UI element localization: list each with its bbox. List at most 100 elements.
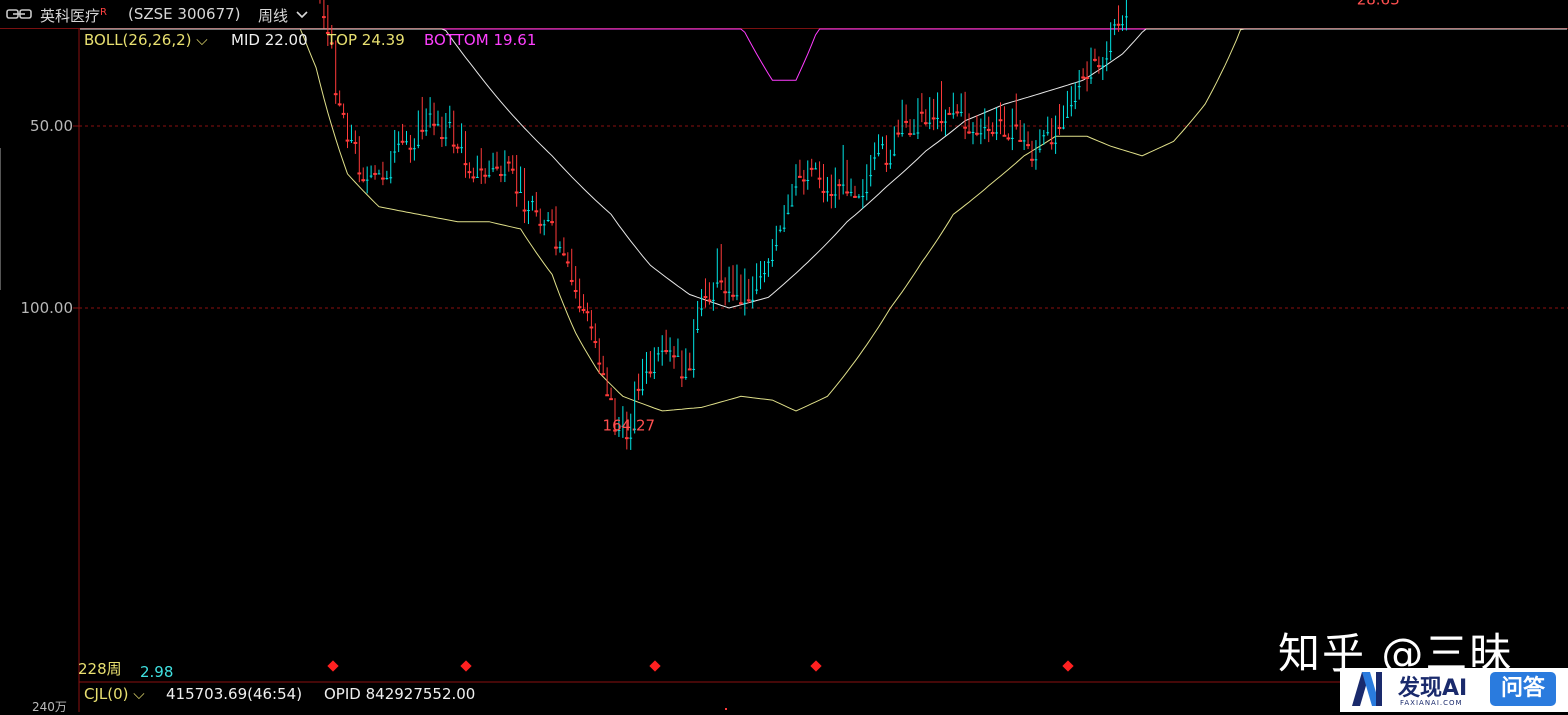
candle-up [514, 191, 519, 194]
candle-down [700, 308, 703, 310]
candle-down [770, 259, 774, 261]
candle-down [389, 177, 393, 179]
indicator-selector[interactable]: BOLL(26,26,2) ⌵ [84, 31, 208, 49]
candle-down [778, 229, 782, 231]
candle-up [341, 112, 346, 115]
candle-down [786, 212, 790, 214]
candle-down [696, 329, 699, 331]
candle-up [975, 132, 979, 135]
signal-marker [810, 660, 822, 672]
candle-up [919, 111, 924, 114]
candle-up [723, 291, 728, 294]
candle-down [826, 191, 829, 193]
candle-down [629, 437, 633, 439]
candle-down [668, 350, 672, 352]
candle-down [475, 176, 479, 178]
chevron-down-icon[interactable] [296, 11, 308, 19]
candle-up [463, 163, 468, 166]
local-high-label: 28.63 [1357, 0, 1400, 9]
chevron-down-icon[interactable]: ⌵ [191, 31, 208, 49]
candle-down [857, 196, 861, 198]
candle-down [735, 295, 739, 297]
candle-up [1002, 134, 1007, 137]
candle-down [1125, 16, 1128, 18]
candle-up [357, 172, 362, 175]
link-icon[interactable] [6, 8, 32, 20]
candle-up [333, 93, 338, 96]
candle-down [881, 144, 884, 146]
candle-up [931, 117, 936, 120]
sub-indicator-selector[interactable]: CJL(0) ⌵ [84, 685, 145, 703]
candle-down [1069, 105, 1073, 107]
ai-logo-icon [1352, 672, 1382, 706]
candle-down [833, 194, 837, 196]
candle-down [350, 140, 353, 142]
candle-down [1038, 148, 1042, 150]
title-bar: 英科医疗R (SZSE 300677) 周线 [0, 0, 1568, 29]
candle-up [1049, 142, 1054, 145]
candle-down [652, 372, 656, 374]
candle-down [684, 376, 688, 378]
candle-down [1113, 24, 1116, 26]
candle-up [400, 140, 405, 143]
candle-down [782, 227, 786, 229]
candle-down [951, 113, 955, 115]
candle-up [1006, 137, 1011, 140]
candle-down [983, 127, 987, 129]
candle-up [577, 306, 582, 309]
candle-up [703, 296, 708, 299]
candle-down [877, 153, 880, 155]
candle-up [440, 137, 444, 140]
period-selector[interactable]: 周线 [258, 7, 289, 25]
candle-down [385, 178, 389, 180]
candle-up [373, 172, 377, 175]
candle-up [565, 261, 570, 264]
volume-axis-label: 240万 [32, 700, 67, 714]
candle-down [1073, 101, 1077, 103]
candle-down [900, 133, 904, 135]
candle-up [809, 167, 814, 170]
bar-count-label: 228周 [78, 660, 122, 678]
candle-up [687, 368, 692, 371]
candle-up [731, 294, 735, 297]
candle-down [1046, 132, 1050, 134]
qa-button[interactable]: 问答 [1490, 672, 1556, 706]
candle-down [692, 368, 696, 370]
candle-up [322, 16, 326, 19]
candle-up [605, 394, 610, 397]
candle-up [499, 173, 503, 176]
candle-down [743, 302, 747, 304]
candle-down [633, 428, 637, 430]
candle-up [361, 179, 366, 182]
candle-up [967, 131, 971, 134]
candle-down [542, 224, 546, 226]
candle-down [531, 201, 534, 203]
candle-down [979, 133, 983, 135]
candle-down [656, 353, 660, 355]
chevron-down-icon[interactable]: ⌵ [128, 685, 145, 703]
candle-up [408, 147, 413, 150]
candle-up [522, 209, 527, 212]
brand-badge: 发现AI FAXIANAI.COM 问答 [1340, 668, 1568, 712]
candle-down [546, 220, 550, 222]
candle-up [821, 190, 826, 193]
candle-down [1089, 77, 1093, 79]
candle-down [944, 121, 947, 123]
candle-down [790, 205, 794, 207]
candle-down [1121, 24, 1124, 26]
candle-down [645, 371, 648, 373]
candle-up [896, 132, 901, 135]
badge-brand: 发现AI [1398, 676, 1468, 701]
candle-down [715, 282, 719, 284]
candle-up [1116, 23, 1121, 26]
candle-up [739, 302, 743, 305]
candle-up [432, 123, 436, 126]
candle-up [506, 161, 511, 164]
candle-up [337, 103, 342, 106]
candle-down [487, 175, 491, 177]
candle-up [672, 355, 676, 358]
opid-readout: OPID 842927552.00 [324, 685, 476, 703]
candle-up [589, 326, 594, 329]
candle-up [624, 437, 629, 440]
